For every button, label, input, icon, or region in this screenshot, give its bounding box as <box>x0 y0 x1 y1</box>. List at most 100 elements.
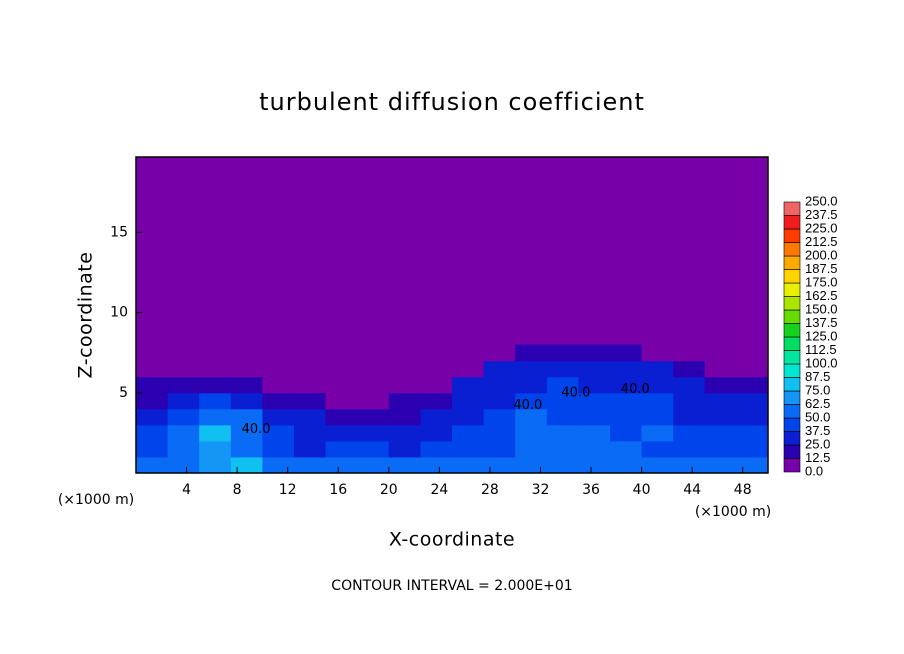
field-cell <box>673 392 706 410</box>
field-cell <box>452 440 485 458</box>
colorbar-label: 200.0 <box>805 247 838 262</box>
field-cell <box>325 408 358 426</box>
field-cell <box>357 344 390 362</box>
colorbar-band <box>783 255 801 270</box>
field-cell <box>230 408 263 426</box>
field-cell <box>262 440 295 458</box>
field-cell <box>610 408 643 426</box>
x-tick-label: 44 <box>683 482 701 498</box>
field-cell <box>262 360 295 378</box>
field-cell <box>230 392 263 410</box>
colorbar-label: 112.5 <box>805 342 837 357</box>
field-cell <box>610 456 643 474</box>
colorbar-band <box>783 228 801 243</box>
colorbar-band <box>783 363 801 378</box>
contour-label: 40.0 <box>513 398 542 413</box>
field-cell <box>673 456 706 474</box>
field-cell <box>167 344 200 362</box>
field-cell <box>641 424 674 442</box>
colorbar-label: 0.0 <box>805 463 823 478</box>
field-cell <box>515 456 548 474</box>
field-cell <box>420 360 453 378</box>
x-tick-label: 12 <box>279 482 297 498</box>
field-cell <box>483 344 516 362</box>
field-cell <box>294 440 327 458</box>
field-cell <box>704 456 737 474</box>
x-tick-label: 48 <box>734 482 752 498</box>
colorbar-label: 50.0 <box>805 409 830 424</box>
colorbar-band <box>783 269 801 284</box>
field-cell <box>294 376 327 394</box>
colorbar-band <box>783 336 801 351</box>
colorbar-label: 100.0 <box>805 355 838 370</box>
field-cell <box>546 392 579 410</box>
x-axis-label: X-coordinate <box>389 529 515 551</box>
field-cell <box>704 360 737 378</box>
field-cell <box>199 344 232 362</box>
field-cell <box>673 360 706 378</box>
contour-interval: CONTOUR INTERVAL = 2.000E+01 <box>331 578 572 594</box>
field-cell <box>230 376 263 394</box>
field-cell <box>230 344 263 362</box>
colorbar-band <box>783 377 801 392</box>
plot-frame <box>135 156 769 474</box>
field-cell <box>262 344 295 362</box>
field-cell <box>420 424 453 442</box>
y-unit: (×1000 m) <box>58 492 134 508</box>
colorbar-label: 125.0 <box>805 328 838 343</box>
colorbar-label: 37.5 <box>805 423 830 438</box>
field-cell <box>736 440 769 458</box>
field-cell <box>610 392 643 410</box>
field-cell <box>610 376 643 394</box>
colorbar-band <box>783 201 801 216</box>
field-cell <box>230 440 263 458</box>
colorbar-label: 187.5 <box>805 261 838 276</box>
field-cell <box>704 440 737 458</box>
colorbar-label: 75.0 <box>805 382 830 397</box>
field-cell <box>515 424 548 442</box>
colorbar-band <box>783 431 801 446</box>
field-cell <box>388 360 421 378</box>
colorbar-label: 212.5 <box>805 234 838 249</box>
field-cell <box>736 392 769 410</box>
field-cell <box>578 440 611 458</box>
plot-area: 40.0 40.0 40.0 40.0 <box>136 157 769 474</box>
field-cell <box>357 424 390 442</box>
field-cell <box>736 376 769 394</box>
field-cell <box>420 408 453 426</box>
field-cell <box>262 456 295 474</box>
field-cell <box>641 392 674 410</box>
field-cell <box>357 360 390 378</box>
field-cell <box>357 408 390 426</box>
colorbar-band <box>783 417 801 432</box>
field-cell <box>641 440 674 458</box>
field-cell <box>610 360 643 378</box>
field-cell <box>325 376 358 394</box>
field-cell <box>673 424 706 442</box>
field-cell <box>546 360 579 378</box>
field-cell <box>515 376 548 394</box>
field-cell <box>199 392 232 410</box>
field-cell <box>167 408 200 426</box>
x-tick-label: 36 <box>582 482 600 498</box>
colorbar-band <box>783 296 801 311</box>
field-cell <box>546 440 579 458</box>
field-cell <box>199 408 232 426</box>
x-tick-label: 28 <box>481 482 499 498</box>
field-cell <box>167 360 200 378</box>
field-cell <box>388 376 421 394</box>
contour-label: 40.0 <box>621 382 650 397</box>
field-cell <box>515 440 548 458</box>
field-cell <box>483 456 516 474</box>
field-cell <box>546 424 579 442</box>
colorbar-label: 62.5 <box>805 396 830 411</box>
field-cell <box>704 424 737 442</box>
field-cell <box>388 440 421 458</box>
field-cell <box>673 440 706 458</box>
field-cell <box>388 408 421 426</box>
field-cell <box>736 360 769 378</box>
field-cell <box>136 440 169 458</box>
field-cell <box>294 392 327 410</box>
x-tick-label: 32 <box>532 482 550 498</box>
